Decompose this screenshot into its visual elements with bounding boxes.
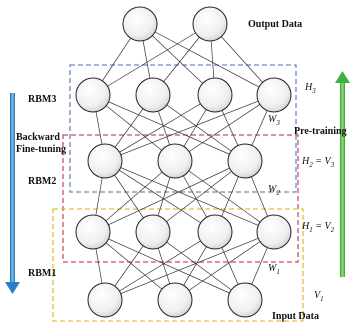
neuron-layer1-3 bbox=[256, 214, 292, 250]
neuron-layer0-1 bbox=[157, 282, 193, 318]
edge-2-2-1 bbox=[152, 94, 246, 162]
edge-1-3-0 bbox=[104, 160, 275, 233]
edge-1-1-2 bbox=[152, 160, 246, 233]
neuron-layer2-2 bbox=[227, 143, 263, 179]
neuron-layer3-1 bbox=[135, 77, 171, 113]
rbm1-box bbox=[52, 208, 304, 322]
rbm2-box bbox=[62, 134, 299, 263]
rbm2-label: RBM2 bbox=[28, 176, 56, 187]
w1-label: W1 bbox=[268, 263, 280, 276]
edge-2-1-3 bbox=[174, 94, 275, 162]
edge-0-1-0 bbox=[92, 231, 176, 301]
edge-3-3-0 bbox=[139, 23, 275, 96]
h3-label: H3 bbox=[304, 82, 316, 95]
neuron-layer0-0 bbox=[87, 282, 123, 318]
neuron-layer3-2 bbox=[197, 77, 233, 113]
edge-0-2-0 bbox=[92, 231, 246, 301]
h1-v2-label: H1 = V2 bbox=[301, 221, 335, 234]
edge-1-2-0 bbox=[104, 160, 216, 233]
edge-2-1-0 bbox=[92, 94, 176, 162]
v1-label: V1 bbox=[314, 290, 324, 303]
neuron-layer0-2 bbox=[227, 282, 263, 318]
h2-v3-label: H2 = V3 bbox=[301, 156, 335, 169]
neuron-layer1-2 bbox=[197, 214, 233, 250]
pre-training-label: Pre-training bbox=[294, 126, 347, 137]
edge-2-0-3 bbox=[104, 94, 275, 162]
neuron-layer3-0 bbox=[75, 77, 111, 113]
w2-label: W2 bbox=[268, 184, 280, 197]
edge-1-0-2 bbox=[92, 160, 246, 233]
edge-0-1-3 bbox=[174, 231, 275, 301]
neuron-layer3-3 bbox=[256, 77, 292, 113]
edge-2-2-0 bbox=[92, 94, 246, 162]
neuron-nodes bbox=[75, 6, 292, 318]
backward-arrow bbox=[5, 93, 20, 294]
edge-3-0-1 bbox=[92, 23, 211, 96]
pretraining-arrow bbox=[335, 71, 350, 277]
rbm3-label: RBM3 bbox=[28, 94, 56, 105]
neuron-layer4-0 bbox=[122, 6, 158, 42]
input-data-label: Input Data bbox=[272, 311, 319, 322]
edge-1-0-1 bbox=[92, 160, 176, 233]
neuron-layer2-1 bbox=[157, 143, 193, 179]
edge-1-3-1 bbox=[174, 160, 275, 233]
output-data-label: Output Data bbox=[248, 19, 302, 30]
edge-2-0-2 bbox=[104, 94, 216, 162]
backward-label: Backward bbox=[16, 132, 60, 143]
edge-0-0-3 bbox=[104, 231, 275, 301]
fine-tuning-label: Fine-tuning bbox=[16, 144, 66, 155]
neuron-layer2-0 bbox=[87, 143, 123, 179]
edge-0-0-2 bbox=[104, 231, 216, 301]
neuron-layer1-0 bbox=[75, 214, 111, 250]
w3-label: W3 bbox=[268, 114, 280, 127]
edge-0-2-1 bbox=[152, 231, 246, 301]
rbm1-label: RBM1 bbox=[28, 268, 56, 279]
neuron-layer1-1 bbox=[135, 214, 171, 250]
neuron-layer4-1 bbox=[192, 6, 228, 42]
